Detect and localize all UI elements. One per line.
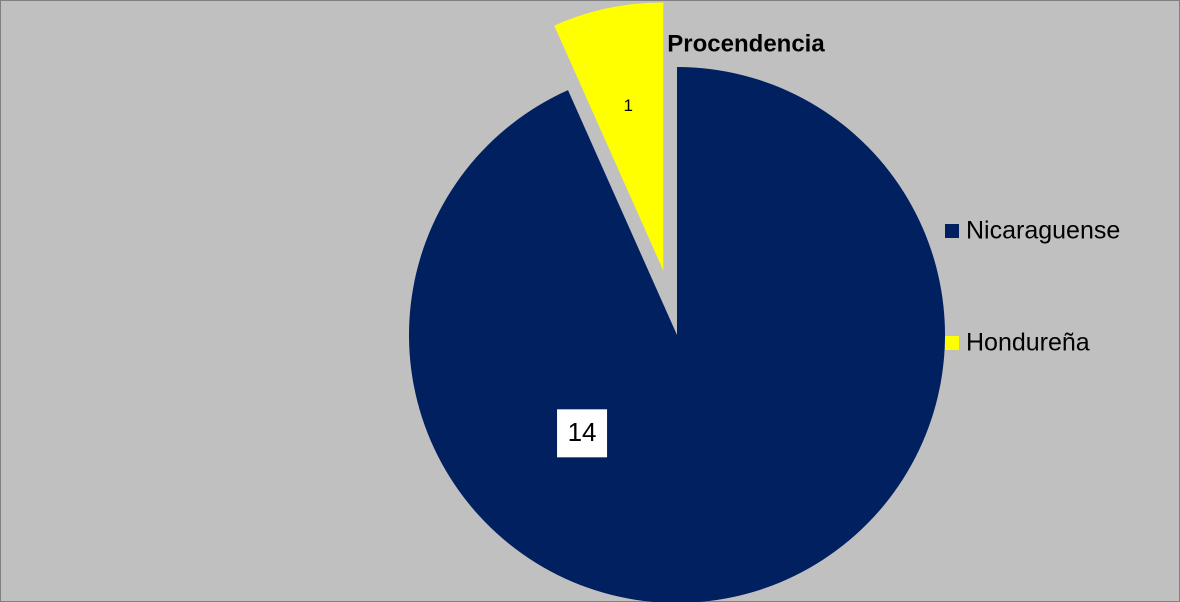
legend-swatch bbox=[945, 336, 959, 350]
legend-label: Hondureña bbox=[966, 329, 1090, 357]
pie-slice bbox=[409, 67, 945, 602]
chart-title: Procendencia bbox=[667, 30, 825, 57]
data-label: 1 bbox=[623, 96, 632, 115]
pie-slice bbox=[554, 2, 664, 271]
data-label-box bbox=[557, 409, 608, 458]
legend-label: Nicaraguense bbox=[966, 217, 1120, 245]
data-label: 14 bbox=[568, 417, 597, 447]
legend-swatch bbox=[945, 224, 959, 238]
